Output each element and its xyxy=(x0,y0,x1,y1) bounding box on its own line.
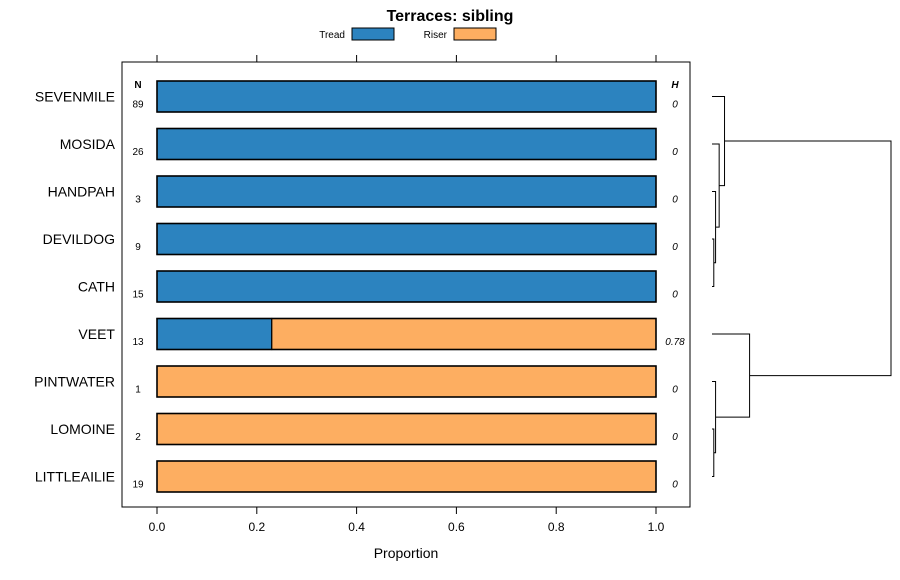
legend-label-riser: Riser xyxy=(424,30,448,41)
bar-littleailie-riser xyxy=(156,460,657,493)
category-label-mosida: MOSIDA xyxy=(60,136,116,152)
bar-cath-tread xyxy=(156,270,657,303)
x-tick-label-2: 0.4 xyxy=(348,520,365,534)
bar-sevenmile-tread xyxy=(156,80,657,113)
x-axis-title: Proportion xyxy=(374,545,439,561)
x-tick-label-0: 0.0 xyxy=(149,520,166,534)
bars-group: SEVENMILE 89 0 MOSIDA 26 0 HANDPAH 3 0 DEVILDOG 9 0… xyxy=(34,80,685,493)
bar-devildog-tread xyxy=(156,222,657,256)
dendrogram-link-7 xyxy=(724,140,892,377)
legend-swatch-tread xyxy=(351,27,395,41)
h-column-header: H xyxy=(671,80,679,91)
category-label-veet: VEET xyxy=(78,326,115,342)
legend-swatch-riser xyxy=(453,27,497,41)
bar-pintwater-riser xyxy=(156,365,657,398)
category-label-littleailie: LITTLEAILIE xyxy=(35,469,115,485)
bar-mosida-tread xyxy=(156,127,657,161)
category-label-cath: CATH xyxy=(78,279,115,295)
bar-outline-littleailie xyxy=(156,460,657,493)
bar-veet-tread xyxy=(156,317,273,351)
n-value-handpah: 3 xyxy=(135,195,141,206)
bar-outline-veet xyxy=(156,317,657,351)
bar-lomoine-riser xyxy=(156,412,657,446)
h-value-sevenmile: 0 xyxy=(672,100,678,111)
n-value-veet: 13 xyxy=(132,337,144,348)
n-value-cath: 15 xyxy=(132,290,144,301)
bar-outline-sevenmile xyxy=(156,80,657,113)
n-value-mosida: 26 xyxy=(132,147,144,158)
bar-outline-handpah xyxy=(156,175,657,208)
category-label-devildog: DEVILDOG xyxy=(43,231,115,247)
category-label-handpah: HANDPAH xyxy=(48,184,115,200)
h-value-veet: 0.78 xyxy=(665,337,685,348)
x-tick-label-4: 0.8 xyxy=(548,520,565,534)
n-value-lomoine: 2 xyxy=(135,432,141,443)
bar-outline-cath xyxy=(156,270,657,303)
h-value-lomoine: 0 xyxy=(672,432,678,443)
x-tick-label-1: 0.2 xyxy=(248,520,265,534)
n-value-devildog: 9 xyxy=(135,242,141,253)
h-value-littleailie: 0 xyxy=(672,480,678,491)
dendrogram-link-6 xyxy=(712,333,751,418)
x-tick-label-3: 0.6 xyxy=(448,520,465,534)
dendrogram-link-5 xyxy=(712,96,726,187)
bar-handpah-tread xyxy=(156,175,657,208)
x-axis: 0.0 0.2 0.4 0.6 0.8 1.0 xyxy=(149,55,665,534)
dendrogram-link-2 xyxy=(712,238,715,287)
dendrogram xyxy=(712,96,892,477)
plot-frame xyxy=(121,61,691,508)
h-value-pintwater: 0 xyxy=(672,385,678,396)
category-label-lomoine: LOMOINE xyxy=(50,421,115,437)
n-value-pintwater: 1 xyxy=(135,385,141,396)
legend: Tread Riser xyxy=(319,27,497,41)
bar-outline-lomoine xyxy=(156,412,657,446)
category-label-pintwater: PINTWATER xyxy=(34,374,115,390)
h-value-mosida: 0 xyxy=(672,147,678,158)
bar-veet-riser xyxy=(271,317,657,351)
bar-outline-pintwater xyxy=(156,365,657,398)
bar-outline-devildog xyxy=(156,222,657,256)
legend-label-tread: Tread xyxy=(319,30,345,41)
x-tick-label-5: 1.0 xyxy=(648,520,665,534)
h-value-cath: 0 xyxy=(672,290,678,301)
dendrogram-link-0 xyxy=(712,428,715,477)
h-value-devildog: 0 xyxy=(672,242,678,253)
n-column-header: N xyxy=(134,80,141,91)
chart-title: Terraces: sibling xyxy=(387,8,514,25)
h-value-handpah: 0 xyxy=(672,195,678,206)
bar-outline-mosida xyxy=(156,127,657,161)
category-label-sevenmile: SEVENMILE xyxy=(35,89,115,105)
n-value-sevenmile: 89 xyxy=(132,100,144,111)
n-value-littleailie: 19 xyxy=(132,480,144,491)
